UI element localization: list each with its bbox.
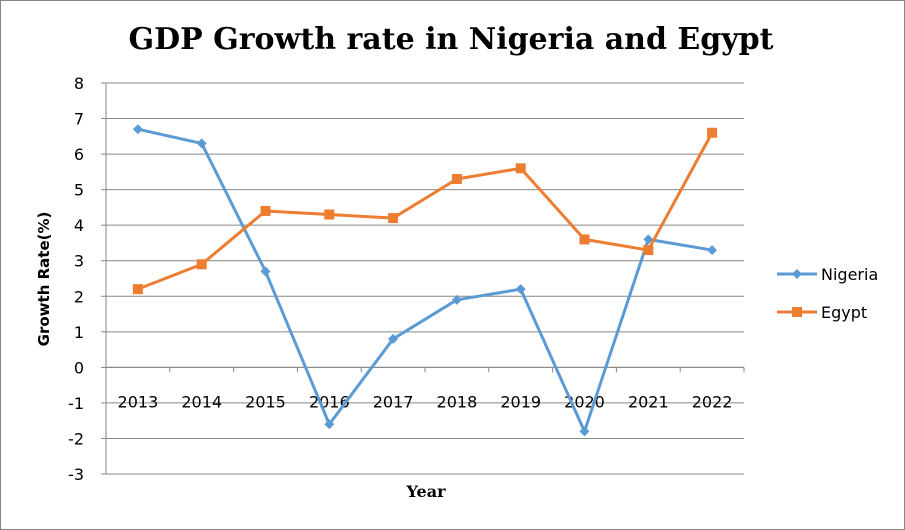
data-point-egypt <box>388 213 399 224</box>
data-point-egypt <box>643 245 654 256</box>
data-point-nigeria <box>643 234 654 245</box>
data-point-nigeria <box>579 426 590 437</box>
data-point-egypt <box>451 173 462 184</box>
data-point-nigeria <box>515 284 526 295</box>
x-tick-label: 2021 <box>628 392 669 411</box>
data-point-nigeria <box>324 419 335 430</box>
y-tick-label: -2 <box>68 429 84 448</box>
y-tick-label: -3 <box>68 465 84 484</box>
y-tick-label: 8 <box>74 74 84 93</box>
data-point-nigeria <box>451 294 462 305</box>
y-tick-label: 6 <box>74 145 84 164</box>
series-line-egypt <box>137 132 714 291</box>
data-point-egypt <box>196 259 207 270</box>
data-point-egypt <box>260 205 271 216</box>
y-tick-label: 3 <box>74 252 84 271</box>
y-axis-label: Growth Rate(%) <box>35 212 53 347</box>
x-tick-label: 2013 <box>118 392 159 411</box>
data-point-nigeria <box>707 245 718 256</box>
legend-marker-egypt <box>792 307 802 317</box>
y-tick-labels: 8 7 6 5 4 3 2 1 0 -1 -2 -3 <box>68 74 84 484</box>
data-point-nigeria <box>388 333 399 344</box>
y-tick-label: 1 <box>74 323 84 342</box>
x-tick-label: 2015 <box>245 392 286 411</box>
data-point-nigeria <box>260 266 271 277</box>
data-point-egypt <box>324 209 335 220</box>
series <box>132 124 718 437</box>
y-tick-label: 7 <box>74 110 84 129</box>
data-point-nigeria <box>196 138 207 149</box>
x-tick-label: 2016 <box>309 392 350 411</box>
legend-label-egypt: Egypt <box>821 303 867 322</box>
data-point-egypt <box>707 127 718 138</box>
x-tick-label: 2018 <box>437 392 478 411</box>
y-tick-label: 2 <box>74 287 84 306</box>
chart-title: GDP Growth rate in Nigeria and Egypt <box>128 22 773 57</box>
x-tick-label: 2017 <box>373 392 414 411</box>
data-point-egypt <box>579 234 590 245</box>
y-tick-label: 0 <box>74 358 84 377</box>
series-line-nigeria <box>137 127 713 433</box>
data-point-egypt <box>515 163 526 174</box>
x-tick-label: 2014 <box>181 392 222 411</box>
x-axis-label: Year <box>405 482 446 501</box>
x-tick-labels: 2013 2014 2015 2016 2017 2018 2019 2020 2021 2022 <box>118 392 733 411</box>
legend-marker-nigeria <box>792 269 802 279</box>
data-point-nigeria <box>132 124 143 135</box>
y-tick-label: 5 <box>74 181 84 200</box>
data-point-egypt <box>132 284 143 295</box>
y-tick-label: 4 <box>74 216 84 235</box>
legend: Nigeria Egypt <box>777 265 878 322</box>
axes <box>101 82 745 475</box>
x-tick-label: 2019 <box>500 392 541 411</box>
y-tick-label: -1 <box>68 394 84 413</box>
legend-label-nigeria: Nigeria <box>821 265 878 284</box>
x-tick-label: 2022 <box>692 392 733 411</box>
